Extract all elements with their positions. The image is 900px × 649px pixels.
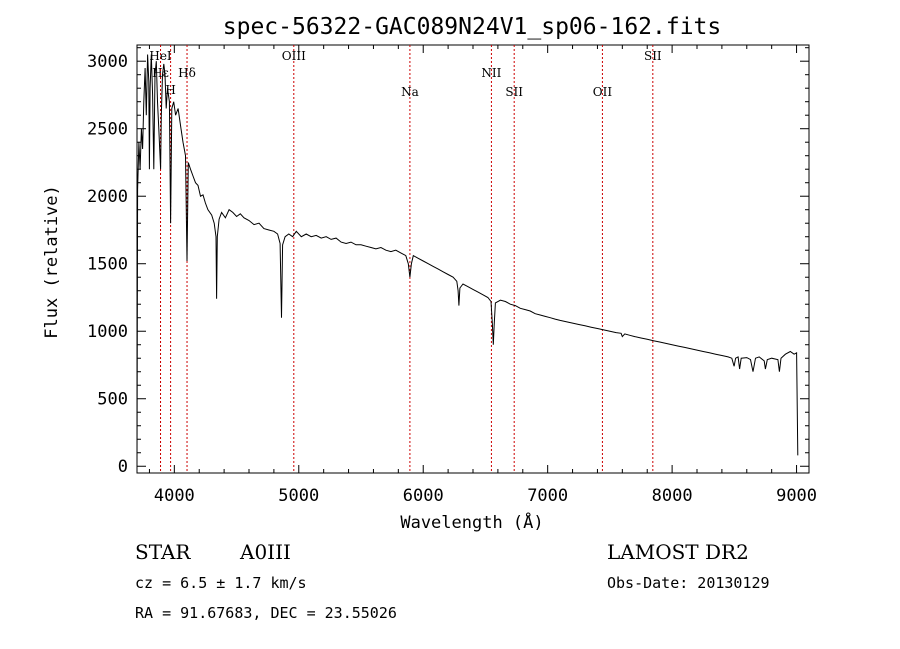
y-tick-label: 1500 xyxy=(87,255,128,275)
spectral-line-label: SII xyxy=(505,85,523,99)
y-tick-label: 0 xyxy=(118,457,128,477)
coordinates: RA = 91.67683, DEC = 23.55026 xyxy=(135,604,397,622)
spectral-line-label: OII xyxy=(593,85,613,99)
y-axis: 0 500 1000 1500 2000 2500 3000 xyxy=(87,47,809,477)
y-tick-label: 2500 xyxy=(87,120,128,140)
x-tick-label: 6000 xyxy=(403,486,444,506)
spectrum-line xyxy=(136,54,799,467)
x-axis-label: Wavelength (Å) xyxy=(400,511,543,533)
spectral-line-label: H xyxy=(165,83,175,97)
y-tick-label: 500 xyxy=(97,390,128,410)
y-axis-label: Flux (relative) xyxy=(42,185,62,339)
x-tick-label: 8000 xyxy=(652,486,693,506)
x-tick-label: 7000 xyxy=(527,486,568,506)
x-tick-label: 5000 xyxy=(278,486,319,506)
x-tick-label: 9000 xyxy=(776,486,817,506)
spectral-line-label: NII xyxy=(481,66,501,80)
survey-name: LAMOST DR2 xyxy=(607,540,749,564)
spectral-line-label: Na xyxy=(401,85,419,99)
x-axis: 4000 5000 6000 7000 8000 9000 xyxy=(148,45,817,506)
object-class: STAR xyxy=(135,540,191,564)
observation-date: Obs-Date: 20130129 xyxy=(607,574,770,592)
spectral-line-label: OIII xyxy=(282,49,306,63)
y-tick-label: 2000 xyxy=(87,187,128,207)
spectral-line-label: SII xyxy=(644,49,662,63)
spectral-line-label: HeI xyxy=(149,49,172,63)
redshift-value: cz = 6.5 ± 1.7 km/s xyxy=(135,574,307,592)
y-tick-label: 3000 xyxy=(87,52,128,72)
spectral-line-label: Hδ xyxy=(178,66,196,80)
plot-frame xyxy=(136,44,810,474)
object-subclass: A0III xyxy=(240,540,291,564)
y-tick-label: 1000 xyxy=(87,322,128,342)
x-tick-label: 4000 xyxy=(154,486,195,506)
chart-title: spec-56322-GAC089N24V1_sp06-162.fits xyxy=(223,14,722,40)
